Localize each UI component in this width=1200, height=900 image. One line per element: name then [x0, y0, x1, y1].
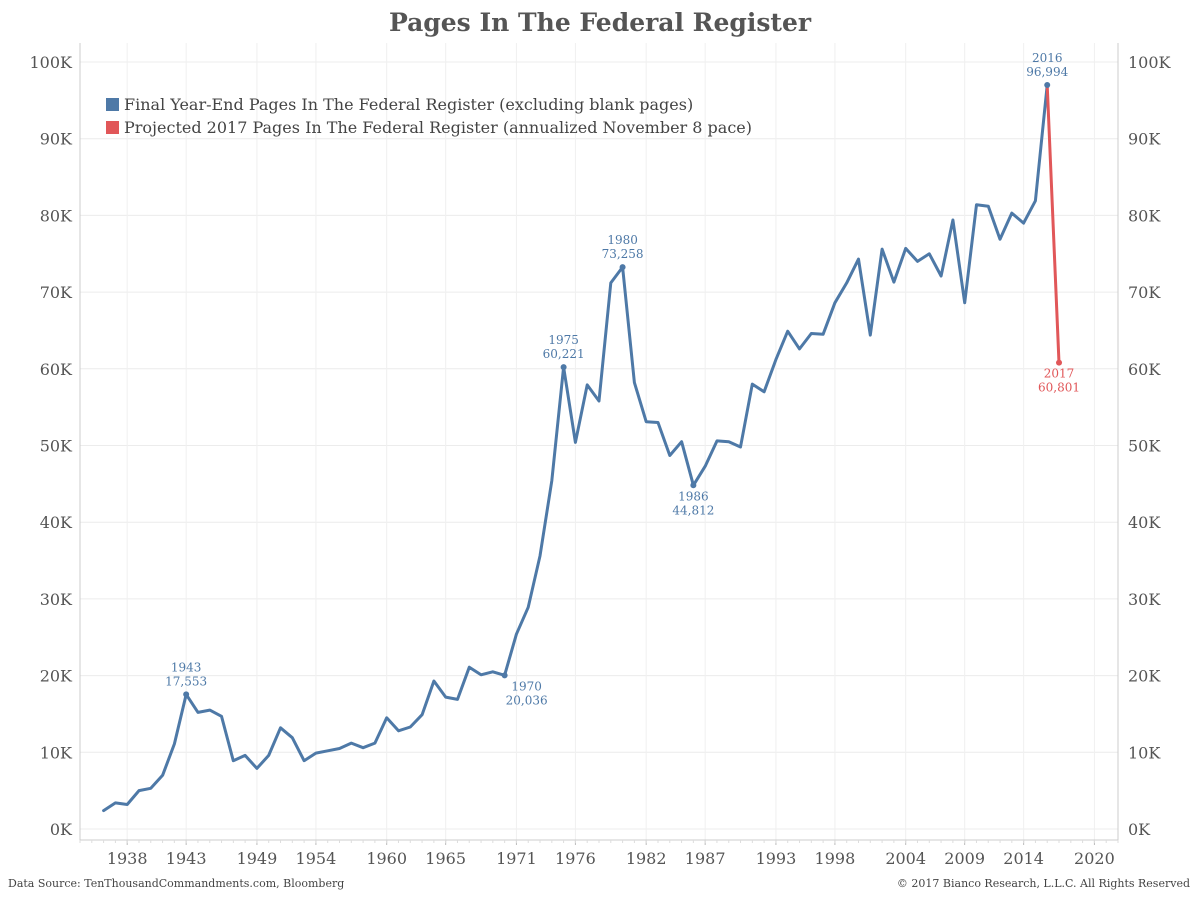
grid-lines: [80, 43, 1118, 840]
y-tick-label-left: 100K: [30, 53, 74, 72]
annotation-year-2017: 2017: [1044, 367, 1075, 381]
annotation-point-2017: [1056, 359, 1063, 366]
annotation-point-1943: [183, 691, 190, 698]
x-axis: 1938 1943 1949 1954 1960 1965 1971 1976 1982 1987…: [79, 840, 1119, 868]
series-line-1: [1045, 83, 1061, 365]
series-line-0: [102, 83, 1049, 813]
x-tick-label: 2020: [1074, 849, 1115, 868]
y-tick-label-right: 0K: [1128, 820, 1151, 839]
y-tick-label-right: 50K: [1128, 437, 1161, 456]
y-tick-label-left: 20K: [40, 667, 73, 686]
x-tick-label: 1987: [685, 849, 726, 868]
annotation-year-1975: 1975: [548, 333, 579, 347]
y-tick-label-left: 30K: [40, 590, 73, 609]
x-tick-label: 1954: [296, 849, 337, 868]
y-tick-label-left: 50K: [40, 437, 73, 456]
legend-swatch-1: [106, 121, 119, 134]
y-tick-label-left: 70K: [40, 283, 73, 302]
y-tick-label-right: 10K: [1128, 743, 1161, 762]
x-tick-label: 1976: [555, 849, 596, 868]
annotation-year-2016: 2016: [1032, 51, 1063, 65]
annotation-value-1970: 20,036: [506, 693, 548, 707]
series-lines: [102, 83, 1061, 813]
legend: Final Year-End Pages In The Federal Regi…: [106, 95, 752, 137]
x-tick-label: 1993: [756, 849, 797, 868]
y-tick-label-right: 100K: [1128, 53, 1172, 72]
y-tick-label-right: 70K: [1128, 283, 1161, 302]
x-tick-label: 1938: [107, 849, 148, 868]
y-tick-label-right: 60K: [1128, 360, 1161, 379]
legend-label-1: Projected 2017 Pages In The Federal Regi…: [124, 118, 752, 137]
x-tick-label: 2014: [1003, 849, 1044, 868]
x-tick-label: 2009: [944, 849, 985, 868]
annotation-value-1943: 17,553: [165, 674, 207, 688]
y-tick-label-left: 0K: [50, 820, 73, 839]
y-tick-label-right: 40K: [1128, 513, 1161, 532]
annotation-point-1975: [560, 364, 567, 371]
x-tick-label: 2004: [885, 849, 926, 868]
annotation-point-1986: [690, 482, 697, 489]
x-tick-label: 1949: [237, 849, 278, 868]
annotation-value-1986: 44,812: [672, 503, 714, 517]
annotation-value-1980: 73,258: [602, 247, 644, 261]
x-tick-label: 1998: [815, 849, 856, 868]
x-tick-label: 1982: [626, 849, 667, 868]
x-tick-label: 1971: [496, 849, 537, 868]
y-tick-label-left: 10K: [40, 743, 73, 762]
y-axis-left: 0K 10K 20K 30K 40K 50K 60K 70K 80K 90K 100K: [30, 53, 74, 839]
annotation-value-2017: 60,801: [1038, 381, 1080, 395]
annotation-point-2016: [1044, 82, 1051, 89]
copyright-note: © 2017 Bianco Research, L.L.C. All Right…: [896, 877, 1190, 890]
annotation-value-2016: 96,994: [1026, 65, 1068, 79]
data-source-note: Data Source: TenThousandCommandments.com…: [8, 877, 345, 890]
x-tick-label: 1965: [425, 849, 466, 868]
y-tick-label-right: 20K: [1128, 667, 1161, 686]
legend-swatch-0: [106, 98, 119, 111]
annotation-point-1980: [619, 264, 626, 271]
y-tick-label-left: 40K: [40, 513, 73, 532]
y-axis-right: 0K 10K 20K 30K 40K 50K 60K 70K 80K 90K 100K: [1128, 53, 1172, 839]
annotation-year-1943: 1943: [171, 660, 202, 674]
annotation-year-1986: 1986: [678, 489, 709, 503]
axes: [79, 43, 1119, 841]
annotation-value-1975: 60,221: [543, 347, 585, 361]
y-tick-label-left: 60K: [40, 360, 73, 379]
annotation-year-1980: 1980: [607, 233, 638, 247]
legend-label-0: Final Year-End Pages In The Federal Regi…: [124, 95, 693, 114]
x-tick-label: 1943: [166, 849, 207, 868]
y-tick-label-left: 90K: [40, 130, 73, 149]
annotation-year-1970: 1970: [511, 679, 542, 693]
chart-title: Pages In The Federal Register: [388, 8, 812, 37]
y-tick-label-right: 90K: [1128, 130, 1161, 149]
y-tick-label-right: 30K: [1128, 590, 1161, 609]
y-tick-label-left: 80K: [40, 206, 73, 225]
annotation-point-1970: [501, 672, 508, 679]
y-tick-label-right: 80K: [1128, 206, 1161, 225]
x-tick-label: 1960: [366, 849, 407, 868]
